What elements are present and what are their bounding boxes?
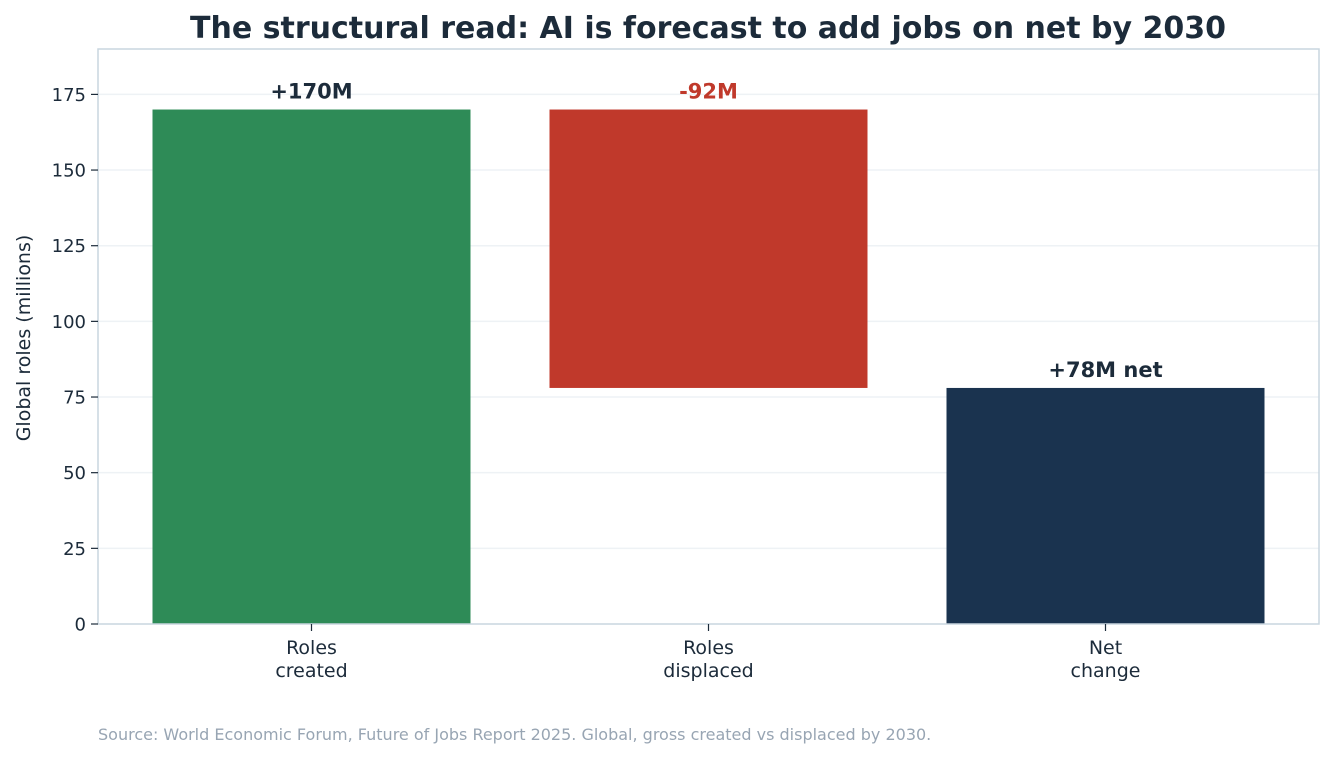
x-tick-label-1-0: Roles: [683, 637, 734, 659]
y-axis-ticks: 0 25 50 75 100 125 150 175: [52, 85, 98, 636]
data-labels: +170M -92M +78M net: [270, 80, 1162, 382]
bar-2: [946, 387, 1265, 624]
y-tick-label-50: 50: [63, 463, 86, 484]
x-tick-label-0-1: created: [275, 660, 347, 682]
y-tick-label-75: 75: [63, 388, 86, 409]
bar-0: [152, 109, 471, 625]
x-tick-label-2-1: change: [1071, 660, 1141, 682]
bars: [152, 109, 1265, 625]
y-axis-label: Global roles (millions): [13, 235, 35, 442]
source-note: Source: World Economic Forum, Future of …: [98, 725, 932, 744]
x-tick-label-2-0: Net: [1089, 637, 1122, 659]
y-tick-label-100: 100: [52, 312, 86, 333]
y-tick-label-175: 175: [52, 85, 86, 106]
data-label-0: +170M: [270, 80, 352, 104]
y-tick-label-25: 25: [63, 539, 86, 560]
chart-title: The structural read: AI is forecast to a…: [190, 11, 1226, 46]
x-tick-label-0-0: Roles: [286, 637, 337, 659]
y-tick-label-0: 0: [75, 615, 86, 636]
data-label-1: -92M: [679, 80, 738, 104]
data-label-2: +78M net: [1048, 358, 1162, 382]
y-tick-label-150: 150: [52, 161, 86, 182]
x-tick-label-1-1: displaced: [663, 660, 753, 682]
y-tick-label-125: 125: [52, 236, 86, 257]
bar-1: [549, 109, 868, 388]
